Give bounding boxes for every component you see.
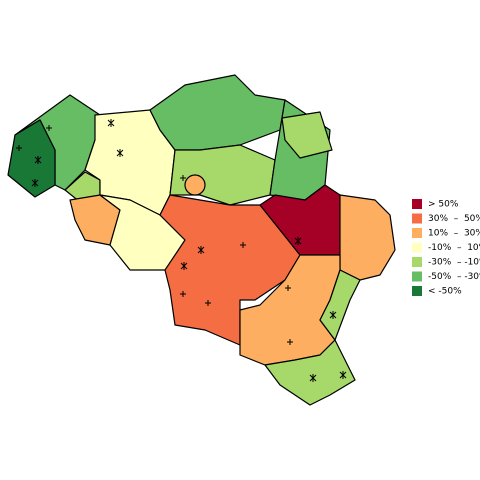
legend-swatch bbox=[412, 242, 422, 253]
region bbox=[264, 269, 361, 406]
legend-label: 10% – 30% bbox=[428, 229, 480, 239]
region bbox=[184, 174, 206, 196]
legend-label: 30% – 50% bbox=[428, 214, 480, 224]
region bbox=[7, 119, 56, 198]
legend-label: > 50% bbox=[428, 200, 459, 210]
legend-swatch bbox=[412, 286, 422, 296]
legend-label: < -50% bbox=[428, 287, 462, 297]
region bbox=[169, 144, 276, 206]
star-marker bbox=[31, 119, 347, 382]
plus-marker bbox=[16, 125, 293, 345]
legend: > 50% 30% – 50% 10% – 30% -10% – 10% -30% – … bbox=[412, 199, 480, 297]
legend-swatch bbox=[412, 271, 422, 282]
legend-swatch bbox=[412, 228, 422, 238]
legend-label: -30% – -10% bbox=[428, 258, 480, 268]
region bbox=[159, 194, 301, 346]
region bbox=[281, 111, 333, 159]
legend-label: -10% – 10% bbox=[428, 243, 480, 253]
regions bbox=[7, 74, 396, 406]
legend-swatch bbox=[412, 213, 422, 224]
region bbox=[339, 194, 396, 281]
legend-label: -50% – -30% bbox=[428, 272, 480, 282]
legend-swatch bbox=[412, 199, 422, 209]
markers bbox=[16, 119, 347, 382]
region bbox=[149, 74, 286, 151]
legend-swatch bbox=[412, 257, 422, 267]
